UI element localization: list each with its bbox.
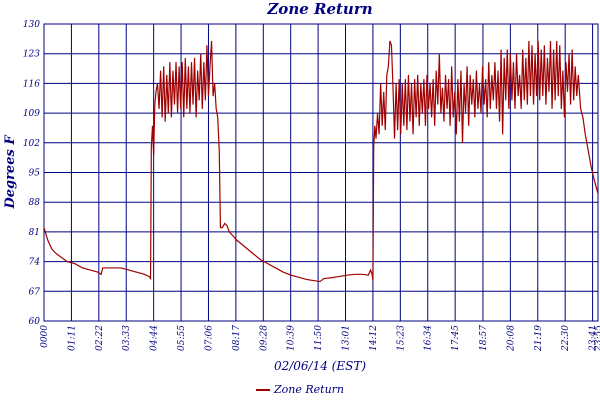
x-tick-label: 20:08 bbox=[506, 325, 516, 352]
plot-border bbox=[43, 23, 599, 322]
x-tick-label: 03:33 bbox=[122, 325, 132, 351]
x-tick-label: 02:22 bbox=[95, 325, 105, 351]
x-tick-label: 22:30 bbox=[561, 325, 571, 352]
x-tick-label: 09:28 bbox=[259, 325, 269, 351]
x-tick-label: 01:11 bbox=[67, 325, 77, 351]
y-tick-label: 130 bbox=[23, 20, 40, 30]
y-tick-label: 116 bbox=[23, 79, 40, 89]
x-axis-label: 02/06/14 (EST) bbox=[274, 359, 366, 373]
x-tick-label: 17:45 bbox=[451, 325, 461, 351]
x-tick-label: 21:19 bbox=[534, 325, 544, 352]
y-tick-label: 95 bbox=[29, 169, 41, 179]
x-tick-label: 11:50 bbox=[314, 325, 324, 351]
x-tick-label: 0000 bbox=[40, 325, 50, 348]
chart-title: Zone Return bbox=[266, 0, 372, 18]
y-tick-label: 60 bbox=[29, 317, 41, 327]
x-tick-label: 04:44 bbox=[150, 325, 160, 351]
x-tick-label: 10:39 bbox=[287, 325, 297, 351]
y-axis-label: Degrees F bbox=[3, 135, 18, 210]
x-tick-label: 07:06 bbox=[204, 325, 214, 351]
x-tick-label: 05:55 bbox=[177, 325, 187, 351]
y-tick-label: 74 bbox=[29, 258, 41, 268]
y-tick-label: 88 bbox=[29, 198, 41, 208]
y-tick-label: 123 bbox=[23, 50, 40, 60]
data-line bbox=[43, 40, 599, 283]
y-tick-label: 81 bbox=[29, 228, 40, 238]
x-tick-label: 18:57 bbox=[479, 325, 489, 351]
legend-label: Zone Return bbox=[273, 383, 344, 396]
y-tick-label: 102 bbox=[23, 139, 40, 149]
x-tick-label: 23:41 bbox=[589, 325, 599, 352]
x-tick-label: 15:23 bbox=[396, 325, 406, 351]
y-tick-label: 109 bbox=[23, 109, 40, 119]
x-tick-label: 23:55 bbox=[594, 325, 600, 352]
x-tick-label: 16:34 bbox=[424, 325, 434, 351]
x-tick-label: 14:12 bbox=[369, 325, 379, 351]
y-tick-label: 67 bbox=[29, 287, 41, 297]
x-tick-label: 13:01 bbox=[342, 325, 352, 351]
x-tick-label: 08:17 bbox=[232, 325, 242, 351]
